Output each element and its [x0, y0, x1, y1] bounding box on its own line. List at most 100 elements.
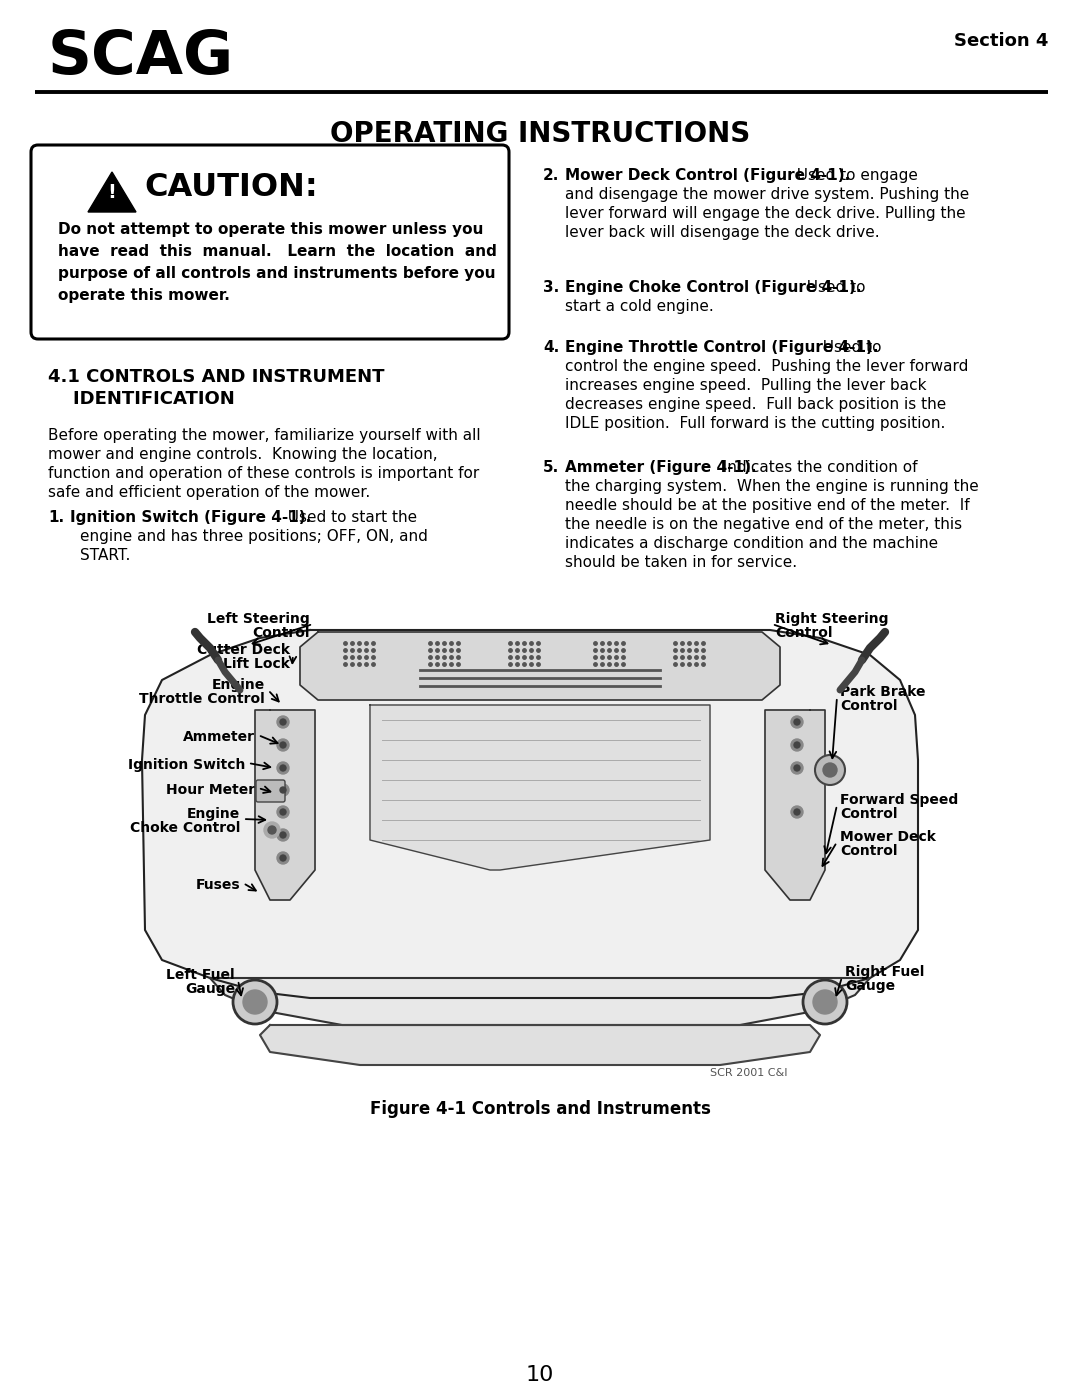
- Circle shape: [276, 784, 289, 796]
- Polygon shape: [141, 630, 918, 997]
- Text: Engine: Engine: [187, 807, 240, 821]
- Text: Ammeter (Figure 4-1).: Ammeter (Figure 4-1).: [565, 460, 756, 475]
- Text: operate this mower.: operate this mower.: [58, 288, 230, 303]
- Circle shape: [794, 742, 800, 747]
- Text: Ammeter: Ammeter: [183, 731, 255, 745]
- Text: Figure 4-1 Controls and Instruments: Figure 4-1 Controls and Instruments: [369, 1099, 711, 1118]
- Text: Section 4: Section 4: [954, 32, 1048, 50]
- Text: function and operation of these controls is important for: function and operation of these controls…: [48, 467, 480, 481]
- Polygon shape: [87, 172, 136, 212]
- Circle shape: [276, 761, 289, 774]
- Text: Right Fuel: Right Fuel: [845, 965, 924, 979]
- Text: Control: Control: [840, 807, 897, 821]
- Circle shape: [280, 855, 286, 861]
- Polygon shape: [255, 710, 315, 900]
- Text: control the engine speed.  Pushing the lever forward: control the engine speed. Pushing the le…: [565, 359, 969, 374]
- Text: Indicates the condition of: Indicates the condition of: [713, 460, 918, 475]
- Text: Throttle Control: Throttle Control: [139, 692, 265, 705]
- Text: Park Brake: Park Brake: [840, 685, 926, 698]
- Circle shape: [791, 717, 804, 728]
- Text: 10: 10: [526, 1365, 554, 1384]
- Circle shape: [804, 981, 847, 1024]
- Text: SCR 2001 C&I: SCR 2001 C&I: [710, 1067, 787, 1078]
- Text: Mower Deck Control (Figure 4-1).: Mower Deck Control (Figure 4-1).: [565, 168, 850, 183]
- Circle shape: [276, 806, 289, 819]
- Text: Used to start the: Used to start the: [278, 510, 417, 525]
- Circle shape: [280, 787, 286, 793]
- Circle shape: [823, 763, 837, 777]
- Text: Cutter Deck: Cutter Deck: [197, 643, 291, 657]
- Text: start a cold engine.: start a cold engine.: [565, 299, 714, 314]
- Text: Used to: Used to: [813, 339, 881, 355]
- Circle shape: [276, 739, 289, 752]
- Text: Forward Speed: Forward Speed: [840, 793, 958, 807]
- Text: Choke Control: Choke Control: [130, 821, 240, 835]
- Circle shape: [280, 742, 286, 747]
- Circle shape: [276, 828, 289, 841]
- Text: indicates a discharge condition and the machine: indicates a discharge condition and the …: [565, 536, 939, 550]
- Text: Before operating the mower, familiarize yourself with all: Before operating the mower, familiarize …: [48, 427, 481, 443]
- Text: Do not attempt to operate this mower unless you: Do not attempt to operate this mower unl…: [58, 222, 484, 237]
- Circle shape: [794, 809, 800, 814]
- Polygon shape: [300, 631, 780, 700]
- Polygon shape: [370, 705, 710, 870]
- Text: lever forward will engage the deck drive. Pulling the: lever forward will engage the deck drive…: [565, 205, 966, 221]
- Text: !: !: [108, 183, 117, 201]
- Polygon shape: [765, 710, 825, 900]
- Text: CAUTION:: CAUTION:: [144, 172, 318, 203]
- Circle shape: [794, 719, 800, 725]
- Circle shape: [276, 852, 289, 863]
- Text: 3.: 3.: [543, 279, 559, 295]
- Text: Gauge: Gauge: [845, 979, 895, 993]
- Circle shape: [280, 809, 286, 814]
- Text: Control: Control: [840, 844, 897, 858]
- Polygon shape: [210, 978, 870, 1025]
- Text: Ignition Switch (Figure 4-1).: Ignition Switch (Figure 4-1).: [70, 510, 311, 525]
- Circle shape: [268, 826, 276, 834]
- Text: decreases engine speed.  Full back position is the: decreases engine speed. Full back positi…: [565, 397, 946, 412]
- Circle shape: [280, 833, 286, 838]
- Text: purpose of all controls and instruments before you: purpose of all controls and instruments …: [58, 265, 496, 281]
- Text: 2.: 2.: [543, 168, 559, 183]
- Text: Engine Throttle Control (Figure 4-1).: Engine Throttle Control (Figure 4-1).: [565, 339, 878, 355]
- Text: engine and has three positions; OFF, ON, and: engine and has three positions; OFF, ON,…: [80, 529, 428, 543]
- FancyBboxPatch shape: [256, 780, 285, 802]
- Text: Used to engage: Used to engage: [787, 168, 918, 183]
- Text: needle should be at the positive end of the meter.  If: needle should be at the positive end of …: [565, 497, 970, 513]
- Circle shape: [791, 806, 804, 819]
- Text: Gauge: Gauge: [185, 982, 235, 996]
- Text: 4.1 CONTROLS AND INSTRUMENT: 4.1 CONTROLS AND INSTRUMENT: [48, 367, 384, 386]
- Text: START.: START.: [80, 548, 131, 563]
- Text: the charging system.  When the engine is running the: the charging system. When the engine is …: [565, 479, 978, 495]
- Circle shape: [276, 717, 289, 728]
- Text: 5.: 5.: [543, 460, 559, 475]
- FancyBboxPatch shape: [31, 145, 509, 339]
- Circle shape: [813, 990, 837, 1014]
- Circle shape: [791, 761, 804, 774]
- Text: Mower Deck: Mower Deck: [840, 830, 936, 844]
- Text: and disengage the mower drive system. Pushing the: and disengage the mower drive system. Pu…: [565, 187, 969, 203]
- Text: Right Steering: Right Steering: [775, 612, 889, 626]
- Circle shape: [233, 981, 276, 1024]
- Circle shape: [280, 766, 286, 771]
- Text: Used to: Used to: [797, 279, 865, 295]
- Text: have  read  this  manual.   Learn  the  location  and: have read this manual. Learn the locatio…: [58, 244, 497, 258]
- Text: OPERATING INSTRUCTIONS: OPERATING INSTRUCTIONS: [329, 120, 751, 148]
- Circle shape: [791, 739, 804, 752]
- Text: Control: Control: [840, 698, 897, 712]
- Text: increases engine speed.  Pulling the lever back: increases engine speed. Pulling the leve…: [565, 379, 927, 393]
- Circle shape: [264, 821, 280, 838]
- Text: Left Steering: Left Steering: [207, 612, 310, 626]
- Text: mower and engine controls.  Knowing the location,: mower and engine controls. Knowing the l…: [48, 447, 437, 462]
- Text: IDENTIFICATION: IDENTIFICATION: [48, 390, 234, 408]
- Text: safe and efficient operation of the mower.: safe and efficient operation of the mowe…: [48, 485, 370, 500]
- Text: Left Fuel: Left Fuel: [166, 968, 235, 982]
- Text: Engine Choke Control (Figure 4-1).: Engine Choke Control (Figure 4-1).: [565, 279, 862, 295]
- Text: IDLE position.  Full forward is the cutting position.: IDLE position. Full forward is the cutti…: [565, 416, 945, 432]
- Text: Ignition Switch: Ignition Switch: [127, 759, 245, 773]
- Text: lever back will disengage the deck drive.: lever back will disengage the deck drive…: [565, 225, 879, 240]
- Text: 1.: 1.: [48, 510, 64, 525]
- Circle shape: [815, 754, 845, 785]
- Text: Hour Meter: Hour Meter: [166, 782, 255, 798]
- Polygon shape: [260, 1025, 820, 1065]
